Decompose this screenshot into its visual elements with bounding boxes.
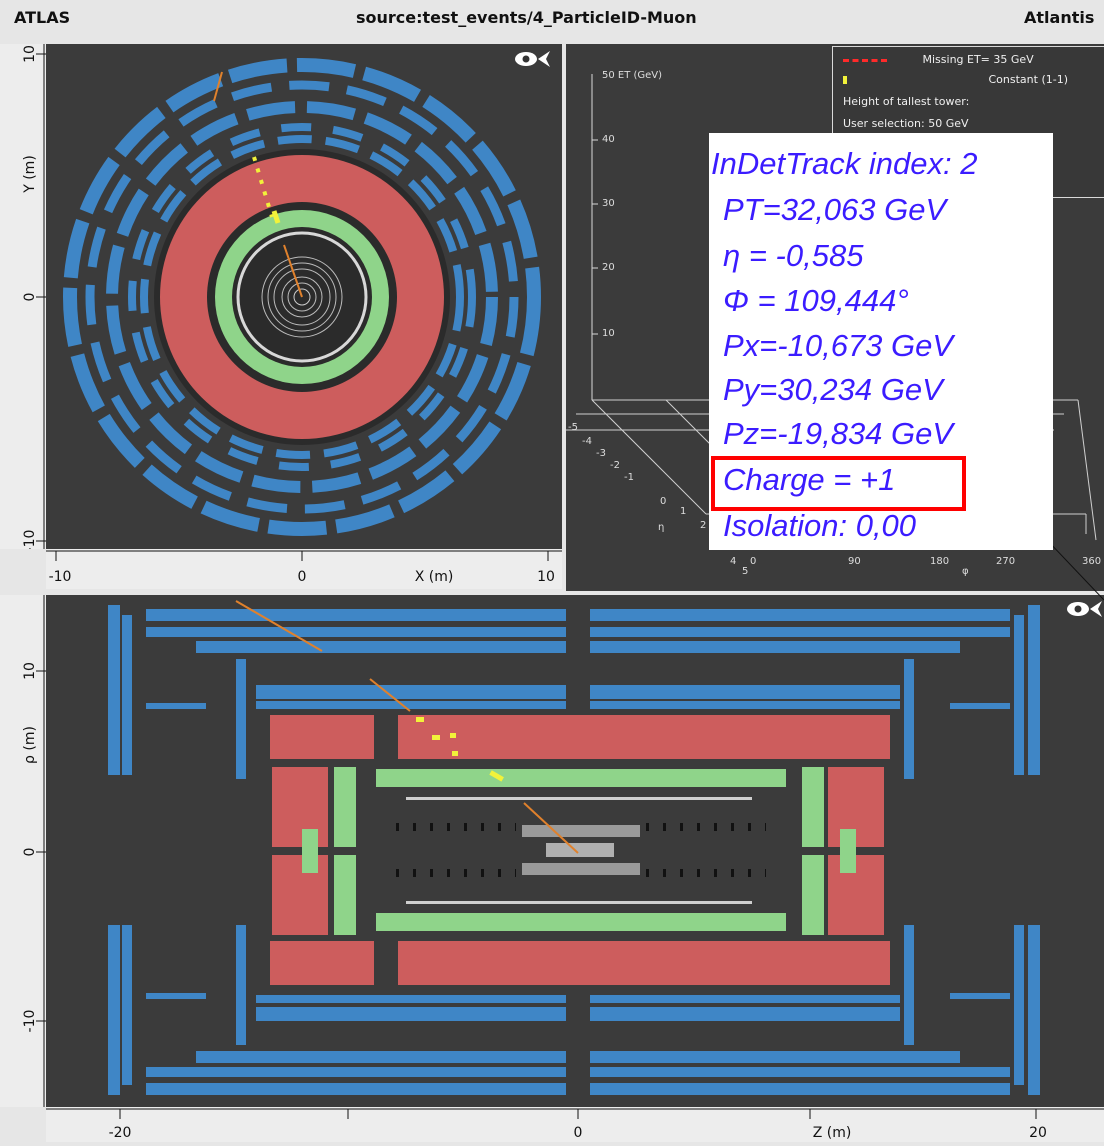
svg-text:-2: -2 [610,460,620,471]
charge-highlight-box [711,456,966,511]
svg-text:0: 0 [750,556,756,567]
muon-middle-ring [106,101,498,493]
muon-track-outer [213,71,223,102]
hadronic-calorimeter-rz [270,715,890,985]
muon-outer-ring [63,58,541,536]
xy-y-label: Y (m) [22,155,38,194]
muon-track[interactable] [283,244,303,298]
title-bar: ATLAS source:test_events/4_ParticleID-Mu… [0,0,1104,40]
svg-text:-1: -1 [624,472,634,483]
muon-outer-ring-inner [85,80,519,514]
svg-text:10: 10 [22,662,38,680]
track-px: Px=-10,673 GeV [723,328,954,363]
xy-y-axis: 10 Y (m) 0 -10 [0,44,46,552]
legend-user-selection: User selection: 50 GeV [843,117,969,130]
rz-view-panel[interactable] [46,595,1104,1107]
track-isolation: Isolation: 0,00 [723,508,917,543]
app-name: ATLAS [14,8,71,27]
svg-text:0: 0 [574,1125,583,1141]
legend-constant: Constant (1-1) [988,73,1069,86]
legend-height-label: Height of tallest tower: [843,95,970,108]
muon-chambers-top [108,605,1040,779]
svg-text:20: 20 [602,262,615,273]
muon-inner-ring [140,135,464,459]
svg-text:-5: -5 [568,422,578,433]
svg-text:360: 360 [1082,556,1101,567]
legend-missing-et: Missing ET= 35 GeV [922,53,1034,66]
svg-text:-3: -3 [596,448,606,459]
et-axis-label: 50 ET (GeV) [602,70,662,81]
muon-middle-ring-inner [128,123,476,471]
muon-track-rz-outer [235,600,323,652]
svg-text:1: 1 [680,506,686,517]
svg-text:5: 5 [742,566,748,577]
phi-axis-label: φ [962,566,969,577]
track-phi: Φ = 109,444° [723,283,909,318]
track-py: Py=30,234 GeV [723,372,943,407]
solenoid [236,231,368,363]
rz-view-canvas[interactable] [46,595,1104,1107]
svg-text:20: 20 [1029,1125,1047,1141]
svg-text:4: 4 [730,556,736,567]
pixel-detector [293,288,311,306]
muon-track-rz[interactable] [523,802,579,854]
event-source: source:test_events/4_ParticleID-Muon [356,8,697,27]
xy-x-tick-10: 10 [537,569,555,585]
rz-z-label: Z (m) [813,1125,852,1141]
rz-rho-axis: 10 ρ (m) 0 -10 [0,595,46,1107]
constant-swatch [843,76,847,84]
xy-x-label: X (m) [415,569,454,585]
xy-y-tick-0: 0 [22,293,38,302]
track-eta: η = -0,585 [723,238,864,273]
muon-chambers-bottom [108,925,1040,1095]
fisheye-icon-rz[interactable] [1064,598,1104,620]
svg-text:0: 0 [22,848,38,857]
xy-y-tick-minus10: -10 [22,530,38,549]
svg-text:270: 270 [996,556,1015,567]
xy-y-tick-10: 10 [22,45,38,63]
svg-text:10: 10 [602,328,615,339]
xy-x-tick-minus10: -10 [49,569,72,585]
track-pt: PT=32,063 GeV [723,192,947,227]
inner-detector-rz [396,797,766,904]
svg-text:30: 30 [602,198,615,209]
missing-et-swatch [843,58,887,62]
svg-text:0: 0 [660,496,666,507]
fisheye-icon[interactable] [512,48,554,70]
muon-track-rz-mid [369,678,411,712]
track-index: InDetTrack index: 2 [711,146,978,181]
svg-text:-20: -20 [109,1125,132,1141]
trt-outer [261,256,343,338]
app-title: Atlantis [1024,8,1095,27]
svg-text:-10: -10 [22,1010,38,1033]
svg-text:-4: -4 [582,436,592,447]
svg-text:40: 40 [602,134,615,145]
xy-x-axis: -10 0 X (m) 10 [46,549,562,589]
rz-z-axis: -20 0 Z (m) 20 [46,1107,1104,1142]
xy-x-tick-0: 0 [298,569,307,585]
track-charge: Charge = +1 [723,462,896,497]
xy-view-canvas[interactable] [46,44,562,549]
track-pz: Pz=-19,834 GeV [723,416,954,451]
svg-text:90: 90 [848,556,861,567]
muon-hit [271,210,281,224]
svg-text:180: 180 [930,556,949,567]
svg-text:2: 2 [700,520,706,531]
muon-hits-rz [416,717,504,782]
em-calorimeter-rz [302,767,856,935]
rz-rho-label: ρ (m) [22,726,38,764]
xy-view-panel[interactable] [46,44,562,549]
track-info-popup: InDetTrack index: 2 PT=32,063 GeV η = -0… [709,133,1053,550]
eta-axis-label: η [658,522,664,533]
